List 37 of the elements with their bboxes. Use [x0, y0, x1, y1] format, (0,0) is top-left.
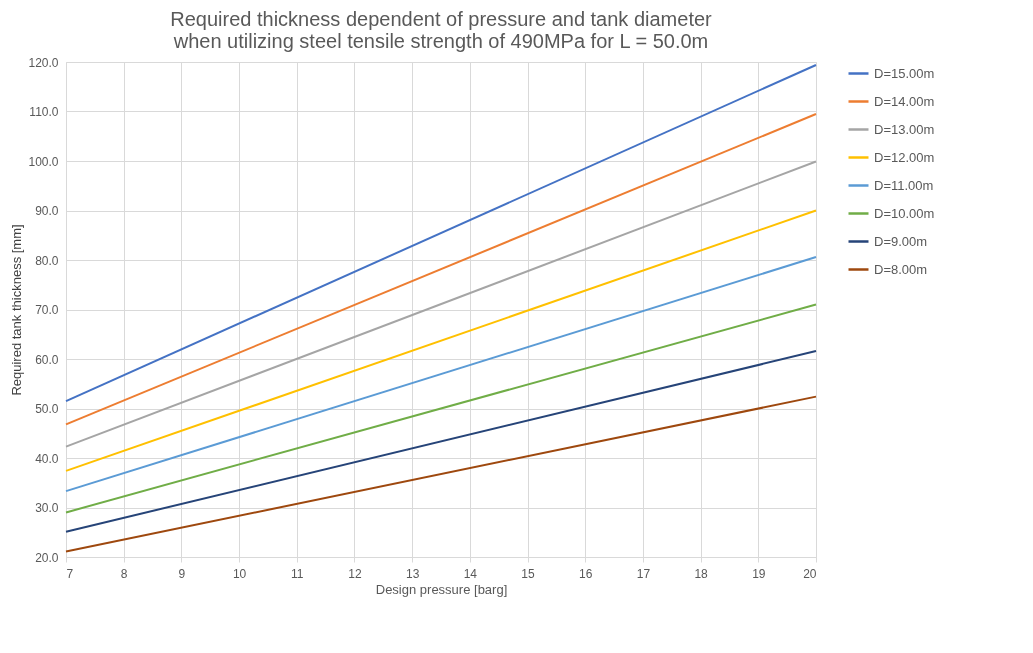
legend-label: D=13.00m: [874, 121, 935, 137]
x-tick-label: 12: [348, 566, 362, 581]
y-tick-label: 20.0: [35, 550, 59, 565]
x-tick-label: 7: [66, 566, 74, 581]
y-tick-label: 100.0: [28, 154, 59, 169]
x-tick-label: 15: [521, 566, 536, 581]
y-tick-label: 70.0: [35, 303, 59, 317]
y-tick-label: 80.0: [35, 253, 59, 268]
x-tick-label: 8: [120, 566, 128, 581]
legend-label: D=10.00m: [874, 205, 935, 221]
y-tick-label: 60.0: [35, 352, 59, 367]
x-tick-label: 19: [752, 566, 766, 581]
x-tick-label: 16: [579, 566, 593, 581]
x-tick-label: 20: [803, 566, 817, 581]
y-tick-label: 90.0: [35, 204, 59, 218]
y-axis-title: Required tank thickness [mm]: [9, 224, 25, 396]
y-tick-label: 40.0: [35, 451, 59, 466]
x-tick-label: 13: [405, 566, 420, 581]
legend-label: D=11.00m: [874, 177, 934, 193]
x-tick-label: 14: [463, 566, 478, 581]
x-tick-label: 17: [636, 566, 651, 581]
y-tick-label: 110.0: [29, 105, 59, 119]
text: Required thickness dependent of pressure and tank diameter: [170, 8, 712, 30]
x-axis-title: Design pressure [barg]: [375, 581, 508, 597]
x-tick-label: 18: [694, 566, 709, 581]
legend-label: D=8.00m: [874, 261, 928, 277]
y-tick-label: 50.0: [35, 402, 59, 416]
y-tick-label: 120.0: [28, 55, 59, 70]
x-tick-label: 10: [232, 566, 247, 581]
legend-label: D=12.00m: [874, 149, 935, 165]
text: when utilizing steel tensile strength of 490MPa for L = 50.0m: [173, 30, 709, 52]
y-tick-label: 30.0: [35, 501, 59, 515]
legend-label: D=15.00m: [874, 65, 935, 81]
x-tick-label: 9: [178, 566, 186, 581]
x-tick-label: 11: [291, 566, 304, 581]
legend-label: D=14.00m: [874, 93, 935, 109]
legend-label: D=9.00m: [874, 233, 928, 249]
